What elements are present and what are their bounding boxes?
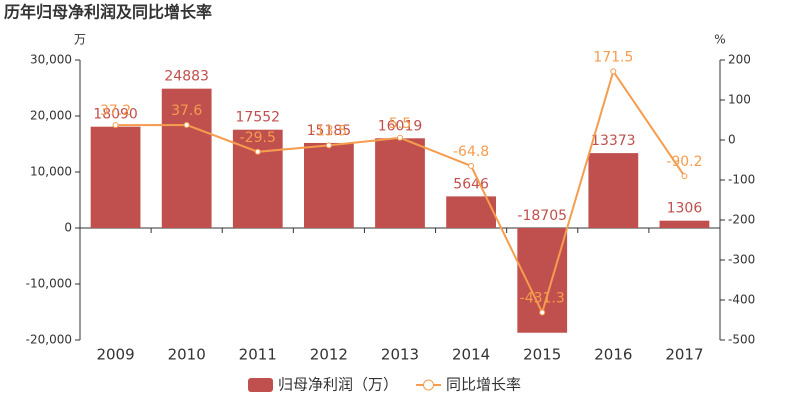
bar-value-label: 5646: [453, 176, 489, 192]
line-point: [468, 162, 475, 169]
line-point: [397, 134, 403, 141]
x-tick-label: 2009: [96, 346, 134, 364]
line-value-label: -29.5: [240, 130, 276, 146]
x-tick-label: 2017: [665, 346, 703, 364]
line-value-label: -90.2: [666, 154, 702, 170]
x-tick-label: 2015: [523, 346, 561, 364]
bar: [161, 88, 212, 228]
line-value-label: 37.6: [171, 103, 202, 119]
bar-value-label: 16019: [378, 118, 423, 134]
line-value-label: -64.8: [453, 144, 489, 160]
line-point: [183, 121, 190, 128]
legend-label: 同比增长率: [446, 376, 521, 394]
bar: [659, 220, 710, 228]
y2-tick-label: -300: [728, 253, 755, 267]
y-tick-label: -10,000: [26, 277, 72, 291]
bar-value-label: 17552: [236, 110, 281, 126]
line-point: [681, 173, 688, 180]
x-tick-label: 2013: [381, 346, 419, 364]
line-point: [254, 148, 261, 155]
y-tick-label: 30,000: [30, 53, 72, 67]
bar-value-label: 15185: [307, 123, 352, 139]
y2-tick-label: -100: [728, 173, 755, 187]
bar: [517, 228, 568, 333]
bar-value-label: 13373: [591, 133, 636, 149]
bar: [90, 126, 141, 228]
bar: [304, 142, 354, 228]
line-value-label: 37.2: [100, 103, 131, 119]
line-value-label: -431.3: [520, 291, 565, 307]
y2-tick-label: -200: [728, 213, 755, 227]
bar: [375, 138, 425, 228]
line-value-label: 171.5: [593, 49, 633, 65]
x-tick-label: 2016: [594, 346, 632, 364]
y-tick-label: -20,000: [26, 333, 72, 347]
y2-tick-label: -400: [728, 293, 755, 307]
line-point: [112, 122, 119, 129]
y2-axis-unit: %: [714, 33, 725, 47]
x-tick-label: 2011: [239, 346, 277, 364]
chart-title: 历年归母净利润及同比增长率: [4, 3, 212, 22]
x-tick-label: 2010: [168, 346, 206, 364]
line-value-label: 5.5: [389, 116, 411, 132]
y2-tick-label: 0: [728, 133, 736, 147]
y2-tick-label: 200: [728, 53, 751, 67]
line-point: [539, 309, 546, 316]
y2-tick-label: 100: [728, 93, 751, 107]
legend-swatch: [423, 379, 435, 391]
y-tick-label: 10,000: [30, 165, 72, 179]
bar-value-label: 18090: [93, 107, 138, 123]
y-axis-unit: 万: [74, 33, 86, 47]
bar-value-label: 1306: [667, 201, 703, 217]
x-tick-label: 2014: [452, 346, 490, 364]
x-tick-label: 2012: [310, 346, 348, 364]
bar-value-label: 24883: [164, 69, 209, 85]
line-value-label: -13.5: [311, 123, 347, 139]
line-point: [610, 68, 617, 75]
line-point: [325, 142, 332, 149]
legend-swatch: [248, 378, 273, 392]
y2-tick-label: -500: [728, 333, 755, 347]
bar: [588, 153, 639, 228]
y-tick-label: 20,000: [30, 109, 72, 123]
bar-value-label: -18705: [517, 208, 567, 224]
y-tick-label: 0: [64, 221, 72, 235]
legend-label: 归母净利润（万）: [278, 376, 398, 394]
